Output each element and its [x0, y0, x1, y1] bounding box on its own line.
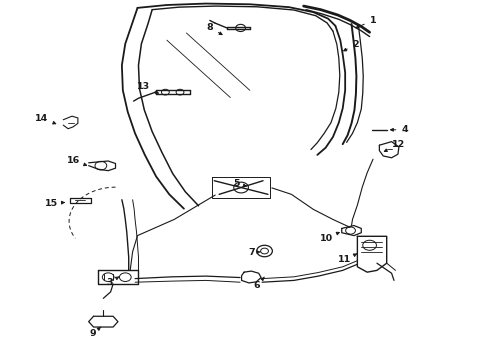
- Text: 4: 4: [391, 125, 408, 134]
- Text: 15: 15: [45, 199, 64, 208]
- Text: 11: 11: [338, 254, 357, 264]
- Text: 16: 16: [67, 157, 87, 166]
- Text: 9: 9: [89, 327, 101, 338]
- Text: 12: 12: [384, 140, 405, 152]
- Text: 5: 5: [234, 179, 246, 188]
- Text: 7: 7: [248, 248, 260, 257]
- Text: 14: 14: [35, 114, 56, 124]
- Text: 6: 6: [253, 277, 264, 290]
- Text: 13: 13: [137, 82, 158, 93]
- Text: 2: 2: [343, 40, 359, 51]
- Text: 10: 10: [320, 232, 339, 243]
- Text: 3: 3: [107, 277, 119, 287]
- Text: 8: 8: [206, 23, 222, 35]
- Text: 1: 1: [356, 16, 376, 28]
